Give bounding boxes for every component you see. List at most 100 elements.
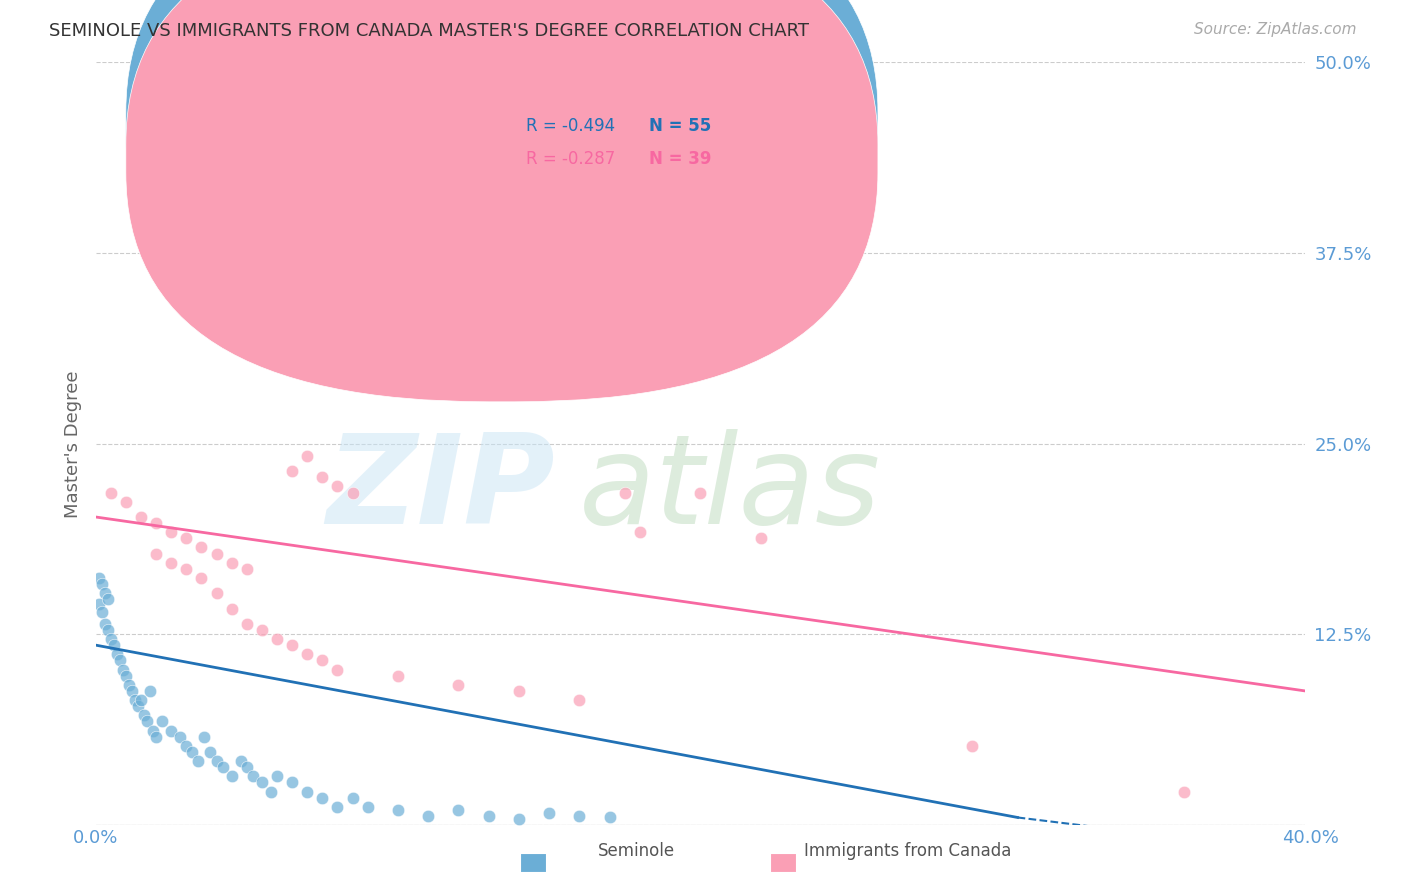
Point	[181, 745, 204, 759]
Point	[599, 810, 621, 824]
Text: R = -0.494: R = -0.494	[526, 117, 616, 135]
Point	[105, 647, 128, 661]
Point	[342, 790, 364, 805]
Point	[103, 638, 125, 652]
Point	[250, 623, 273, 637]
Point	[508, 684, 530, 698]
Point	[145, 516, 167, 530]
Point	[508, 812, 530, 826]
Point	[402, 159, 425, 173]
Point	[281, 638, 304, 652]
Point	[93, 616, 115, 631]
Point	[205, 547, 228, 561]
Text: atlas: atlas	[579, 429, 882, 550]
Point	[628, 525, 651, 540]
Point	[250, 775, 273, 789]
FancyBboxPatch shape	[464, 83, 808, 188]
Point	[568, 809, 591, 823]
Point	[689, 485, 711, 500]
Point	[139, 684, 162, 698]
Point	[160, 525, 183, 540]
Point	[447, 803, 470, 817]
Point	[169, 730, 191, 744]
Text: Immigrants from Canada: Immigrants from Canada	[804, 842, 1011, 860]
Point	[205, 586, 228, 600]
Y-axis label: Master's Degree: Master's Degree	[63, 370, 82, 517]
Point	[174, 739, 197, 753]
Point	[1173, 784, 1195, 798]
Point	[326, 799, 349, 814]
Point	[260, 784, 283, 798]
Point	[418, 809, 440, 823]
Point	[326, 479, 349, 493]
Point	[193, 730, 215, 744]
Point	[100, 632, 122, 646]
Point	[93, 586, 115, 600]
Point	[236, 760, 259, 774]
Point	[111, 663, 134, 677]
Point	[236, 562, 259, 576]
Point	[538, 805, 561, 820]
Point	[281, 775, 304, 789]
Point	[311, 653, 333, 667]
Point	[127, 699, 149, 714]
Point	[187, 754, 209, 768]
Point	[221, 601, 243, 615]
Point	[447, 678, 470, 692]
Point	[150, 714, 173, 729]
Point	[266, 632, 288, 646]
Point	[97, 592, 120, 607]
Point	[311, 790, 333, 805]
Point	[145, 547, 167, 561]
Point	[115, 494, 138, 508]
Point	[132, 708, 155, 723]
Text: R = -0.287: R = -0.287	[526, 150, 616, 168]
Point	[311, 470, 333, 484]
Point	[90, 577, 112, 591]
Point	[136, 714, 159, 729]
Point	[129, 510, 152, 524]
Point	[174, 562, 197, 576]
Point	[357, 799, 380, 814]
Point	[229, 754, 252, 768]
Point	[124, 693, 146, 707]
Point	[190, 541, 212, 555]
Point	[281, 464, 304, 478]
Text: 40.0%: 40.0%	[1282, 829, 1339, 847]
Point	[221, 769, 243, 783]
FancyBboxPatch shape	[127, 0, 877, 369]
Point	[387, 668, 409, 682]
Point	[174, 532, 197, 546]
Point	[297, 449, 319, 463]
Point	[118, 678, 141, 692]
Point	[129, 693, 152, 707]
Point	[87, 597, 110, 611]
Point	[613, 485, 636, 500]
Point	[205, 754, 228, 768]
Text: Source: ZipAtlas.com: Source: ZipAtlas.com	[1194, 22, 1357, 37]
Point	[297, 784, 319, 798]
Text: SEMINOLE VS IMMIGRANTS FROM CANADA MASTER'S DEGREE CORRELATION CHART: SEMINOLE VS IMMIGRANTS FROM CANADA MASTE…	[49, 22, 810, 40]
Point	[97, 623, 120, 637]
Point	[568, 693, 591, 707]
Point	[100, 485, 122, 500]
Point	[478, 809, 501, 823]
Point	[211, 760, 233, 774]
Point	[160, 556, 183, 570]
Text: N = 39: N = 39	[650, 150, 711, 168]
Point	[160, 723, 183, 738]
Point	[326, 663, 349, 677]
Point	[87, 571, 110, 585]
Text: N = 55: N = 55	[650, 117, 711, 135]
Text: 0.0%: 0.0%	[73, 829, 118, 847]
Point	[142, 723, 165, 738]
Point	[108, 653, 131, 667]
Point	[121, 684, 143, 698]
Point	[297, 647, 319, 661]
Point	[200, 745, 222, 759]
Point	[190, 571, 212, 585]
Point	[115, 668, 138, 682]
Text: Seminole: Seminole	[598, 842, 675, 860]
Text: ZIP: ZIP	[326, 429, 555, 550]
Point	[221, 556, 243, 570]
